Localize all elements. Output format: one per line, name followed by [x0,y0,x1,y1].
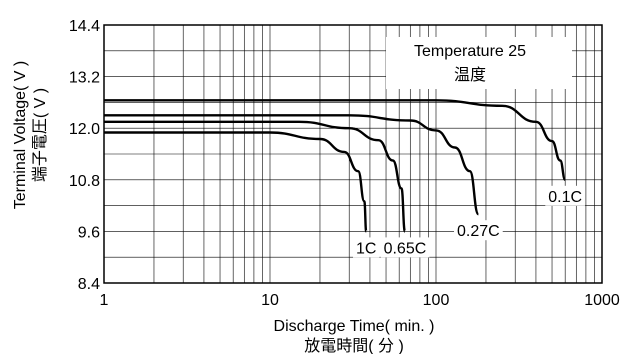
temperature-annotation-line1: Temperature 25 [414,43,526,60]
y-axis-title: Terminal Voltage( V ) [12,61,29,210]
series-label-bg [454,220,503,241]
y-tick-label: 10.8 [69,173,100,190]
series-curve-0.65C [104,120,407,233]
series-curve-0.27C [103,114,480,216]
series-label-bg [380,237,430,258]
x-tick-label: 1000 [584,292,620,309]
x-axis-title-cjk: 放電時間( 分 ) [304,337,404,354]
series-label: 0.65C [384,240,427,257]
y-tick-label: 12.0 [69,121,100,138]
series-label-bg [545,185,586,206]
series-curve-1C [103,131,368,233]
y-tick-label: 13.2 [69,70,100,87]
temperature-annotation-line2: 温度 [454,66,486,84]
series-curve-0.1C [104,99,567,181]
x-tick-label: 1 [100,292,109,309]
x-axis-title: Discharge Time( min. ) [274,318,435,335]
y-tick-label: 9.6 [78,224,100,241]
series-label: 0.27C [457,223,500,240]
y-tick-label: 14.4 [69,18,100,35]
series-labels: 0.1C 0.27C 0.65C 1C [353,185,586,258]
plot-frame [103,24,603,284]
temperature-annotation: Temperature 25 温度 [386,37,572,89]
series-label: 0.1C [548,189,582,206]
series-curves [103,99,567,233]
x-tick-label: 10 [261,292,279,309]
y-tick-label: 8.4 [78,276,100,293]
series-label-bg [353,237,380,258]
series-label: 1C [356,240,376,257]
x-tick-label: 100 [423,292,450,309]
tick-labels: 1 10 100 1000 8.4 9.6 10.8 12.0 13.2 14.4 [69,18,620,309]
y-axis-title-cjk: 端子電圧( V ) [31,88,49,182]
